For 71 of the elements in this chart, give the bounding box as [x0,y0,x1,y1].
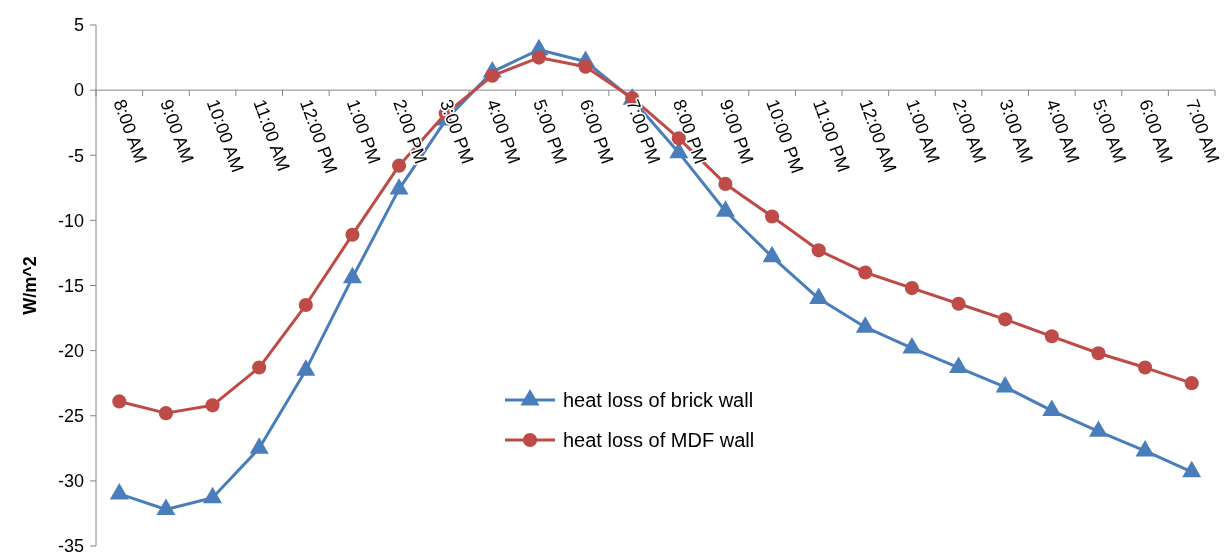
x-tick-label: 4:00 AM [1042,96,1084,166]
point [1088,420,1108,437]
y-axis-title: W/m^2 [20,256,40,315]
y-tick-label: 0 [73,80,84,101]
point [298,297,313,313]
point [762,245,782,263]
x-tick-label: 7:00 AM [1181,96,1224,166]
point [389,178,409,195]
point [1138,360,1153,375]
x-tick-label: 11:00 PM [808,96,854,175]
point [578,59,593,74]
y-tick-label: -25 [57,406,84,427]
y-tick-label: -10 [57,210,84,231]
point [345,227,360,242]
point [718,176,733,191]
x-tick-label: 11:00 AM [249,96,294,174]
y-tick-label: -20 [57,340,84,361]
x-tick-label: 3:00 AM [995,96,1037,166]
legend-label: heat loss of MDF wall [563,429,755,451]
x-tick-label: 9:00 PM [715,96,758,167]
point [1042,399,1062,417]
x-tick-label: 1:00 AM [902,96,944,166]
point [855,316,875,333]
y-tick-label: -15 [57,275,84,296]
point [296,359,316,376]
point [765,209,780,224]
point [998,312,1013,327]
point [811,243,826,258]
x-tick-label: 7:00 PM [622,96,665,167]
x-tick-label: 8:00 PM [669,96,711,167]
x-tick-label: 5:00 PM [529,96,571,167]
point [249,437,269,454]
x-tick-label: 3:00 PM [435,96,478,167]
x-tick-label: 12:00 AM [855,96,901,175]
point [949,356,969,374]
point [392,158,407,173]
point [109,482,129,500]
point [203,486,223,504]
x-tick-label: 10:00 AM [202,96,248,175]
x-tick-label: 9:00 AM [156,96,198,166]
point [156,498,176,516]
x-tick-label: 8:00 AM [109,96,151,166]
point [1135,439,1155,457]
point [904,281,919,296]
y-tick-label: -35 [57,536,84,552]
y-tick-label: 5 [73,15,84,36]
point [715,200,735,217]
y-tick-label: -30 [57,471,84,492]
x-tick-label: 10:00 PM [762,96,808,176]
point [342,266,362,284]
point [809,287,829,305]
point [252,360,267,375]
point [858,265,873,280]
legend-label: heat loss of brick wall [563,389,754,411]
point [1182,460,1202,478]
point [1044,329,1059,344]
point [1091,346,1106,361]
y-tick-label: -5 [67,145,84,166]
point [951,296,966,311]
x-tick-label: 6:00 PM [575,96,618,167]
x-tick-label: 6:00 AM [1135,96,1177,166]
x-tick-label: 2:00 PM [389,96,432,167]
x-tick-label: 1:00 PM [342,96,385,167]
point [995,376,1015,393]
x-tick-label: 4:00 PM [482,96,525,167]
point [485,68,500,83]
point [902,337,922,354]
x-tick-label: 5:00 AM [1088,96,1131,166]
x-tick-label: 12:00 PM [296,96,342,176]
point [531,50,546,65]
x-tick-label: 2:00 AM [948,96,991,166]
